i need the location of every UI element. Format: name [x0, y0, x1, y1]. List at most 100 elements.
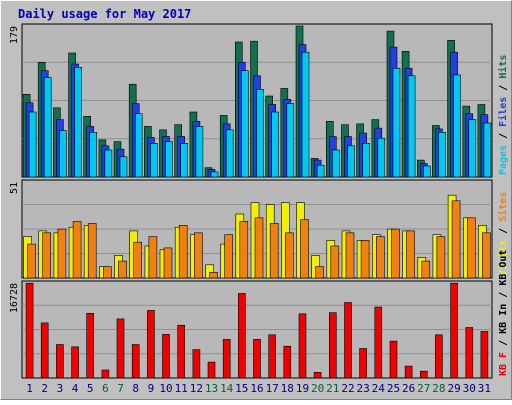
bar-pages-day-2 [43, 77, 52, 178]
bar-kb-f-day-10 [162, 333, 170, 379]
bar-kb-f-day-26 [404, 365, 413, 379]
bar-pages-day-20 [316, 164, 325, 178]
bar-kb-f-day-18 [283, 345, 292, 379]
x-tick-label-day-17: 17 [266, 382, 279, 395]
bar-sites-day-15 [239, 221, 249, 279]
bar-kb-f-day-12 [192, 349, 201, 379]
legend-separator: / [498, 286, 509, 304]
bar-kb-f-day-29 [450, 282, 458, 379]
bar-sites-day-14 [224, 234, 233, 279]
bar-sites-day-17 [269, 223, 279, 279]
x-tick-label-day-7: 7 [117, 382, 124, 395]
bar-kb-f-day-7 [116, 318, 125, 379]
x-tick-label-day-16: 16 [250, 382, 263, 395]
bar-pages-day-18 [286, 103, 295, 178]
bar-kb-f-day-5 [86, 312, 94, 379]
x-tick-label-day-4: 4 [72, 382, 79, 395]
bar-kb-f-day-11 [177, 324, 185, 379]
bar-kb-f-day-8 [131, 344, 140, 379]
bar-kb-f-day-21 [328, 312, 337, 379]
x-tick-label-day-23: 23 [356, 382, 369, 395]
bar-kb-f-day-20 [313, 371, 322, 379]
bar-sites-day-31 [482, 232, 491, 279]
x-tick-label-day-26: 26 [402, 382, 415, 395]
bar-sites-day-26 [406, 230, 415, 279]
panel-bottom-legend: KB F / KB In / KB Out [498, 250, 509, 376]
legend-entry-hits: Hits [497, 55, 509, 79]
x-tick-label-day-21: 21 [326, 382, 339, 395]
x-tick-label-day-25: 25 [387, 382, 400, 395]
bar-kb-f-day-23 [359, 348, 367, 379]
bar-pages-day-6 [104, 149, 113, 178]
bar-kb-f-day-3 [56, 344, 64, 379]
bar-sites-day-20 [315, 266, 324, 279]
x-tick-label-day-24: 24 [372, 382, 386, 395]
x-tick-label-day-15: 15 [235, 382, 248, 395]
x-tick-label-day-6: 6 [102, 382, 109, 395]
bar-pages-day-3 [59, 130, 67, 178]
legend-entry-files: Files [497, 97, 509, 127]
x-tick-label-day-28: 28 [432, 382, 445, 395]
bar-sites-day-13 [209, 272, 218, 279]
legend-separator: / [498, 222, 509, 240]
x-tick-label-day-20: 20 [311, 382, 324, 395]
bar-kb-f-day-9 [147, 310, 155, 379]
bar-sites-day-18 [284, 232, 294, 279]
x-axis-day-labels: 1 2 3 4 5 6 7 8 9 10 11 12 13 14 15 16 17 18 19 20 21 22 23 24 2… [26, 382, 491, 395]
bar-pages-day-25 [392, 67, 401, 178]
bar-sites-day-8 [133, 241, 142, 279]
bar-pages-day-30 [468, 119, 477, 178]
bar-sites-day-28 [436, 236, 446, 279]
panel-bottom-scale-label: 16728 [9, 283, 20, 313]
x-tick-label-day-3: 3 [57, 382, 64, 395]
bar-pages-day-9 [150, 143, 158, 178]
legend-entry-sites: Sites [497, 192, 509, 222]
chart-title: Daily usage for May 2017 [18, 7, 191, 21]
bar-pages-day-27 [422, 165, 431, 178]
x-tick-label-day-10: 10 [159, 382, 172, 395]
bar-pages-day-10 [165, 141, 173, 178]
x-tick-label-day-30: 30 [463, 382, 476, 395]
bar-pages-day-26 [407, 75, 416, 178]
legend-entry-kb-f: KB F [498, 352, 509, 376]
bar-sites-day-12 [194, 232, 203, 279]
bar-pages-day-13 [210, 171, 219, 178]
bar-kb-f-day-31 [480, 331, 489, 379]
bar-kb-f-day-1 [25, 282, 34, 379]
panel-middle-legend: Visits / Sites [497, 192, 509, 276]
x-tick-label-day-19: 19 [296, 382, 309, 395]
x-tick-label-day-31: 31 [478, 382, 491, 395]
bar-pages-day-8 [134, 113, 143, 178]
bar-pages-day-17 [271, 111, 280, 178]
x-tick-label-day-9: 9 [148, 382, 155, 395]
panel-top: 179 Pages / Files / Hits [9, 23, 509, 178]
bar-pages-day-23 [362, 143, 370, 178]
bar-kb-f-day-25 [389, 340, 398, 379]
bar-sites-day-7 [118, 260, 127, 279]
x-tick-label-day-22: 22 [341, 382, 354, 395]
bar-pages-day-24 [377, 137, 386, 178]
bar-sites-day-10 [163, 247, 173, 279]
bar-kb-f-day-27 [419, 370, 428, 379]
legend-entry-pages: Pages [498, 145, 509, 175]
bar-kb-f-day-19 [298, 313, 307, 379]
legend-separator: / [498, 127, 509, 145]
bar-sites-day-24 [375, 236, 385, 279]
legend-separator: / [498, 79, 509, 97]
bar-kb-f-day-16 [253, 339, 261, 379]
bar-sites-day-1 [27, 243, 36, 279]
bar-pages-day-31 [483, 122, 492, 178]
x-tick-label-day-13: 13 [205, 382, 218, 395]
bar-pages-day-14 [225, 129, 234, 178]
bar-pages-day-16 [256, 89, 264, 178]
bar-sites-day-30 [466, 217, 476, 279]
legend-entry-kb-in: KB In [498, 304, 509, 334]
legend-separator: / [498, 334, 509, 352]
x-tick-label-day-14: 14 [220, 382, 234, 395]
bar-kb-f-day-2 [40, 322, 49, 379]
bar-pages-day-21 [331, 149, 340, 178]
bar-pages-day-5 [89, 132, 97, 178]
bar-sites-day-2 [42, 232, 52, 279]
